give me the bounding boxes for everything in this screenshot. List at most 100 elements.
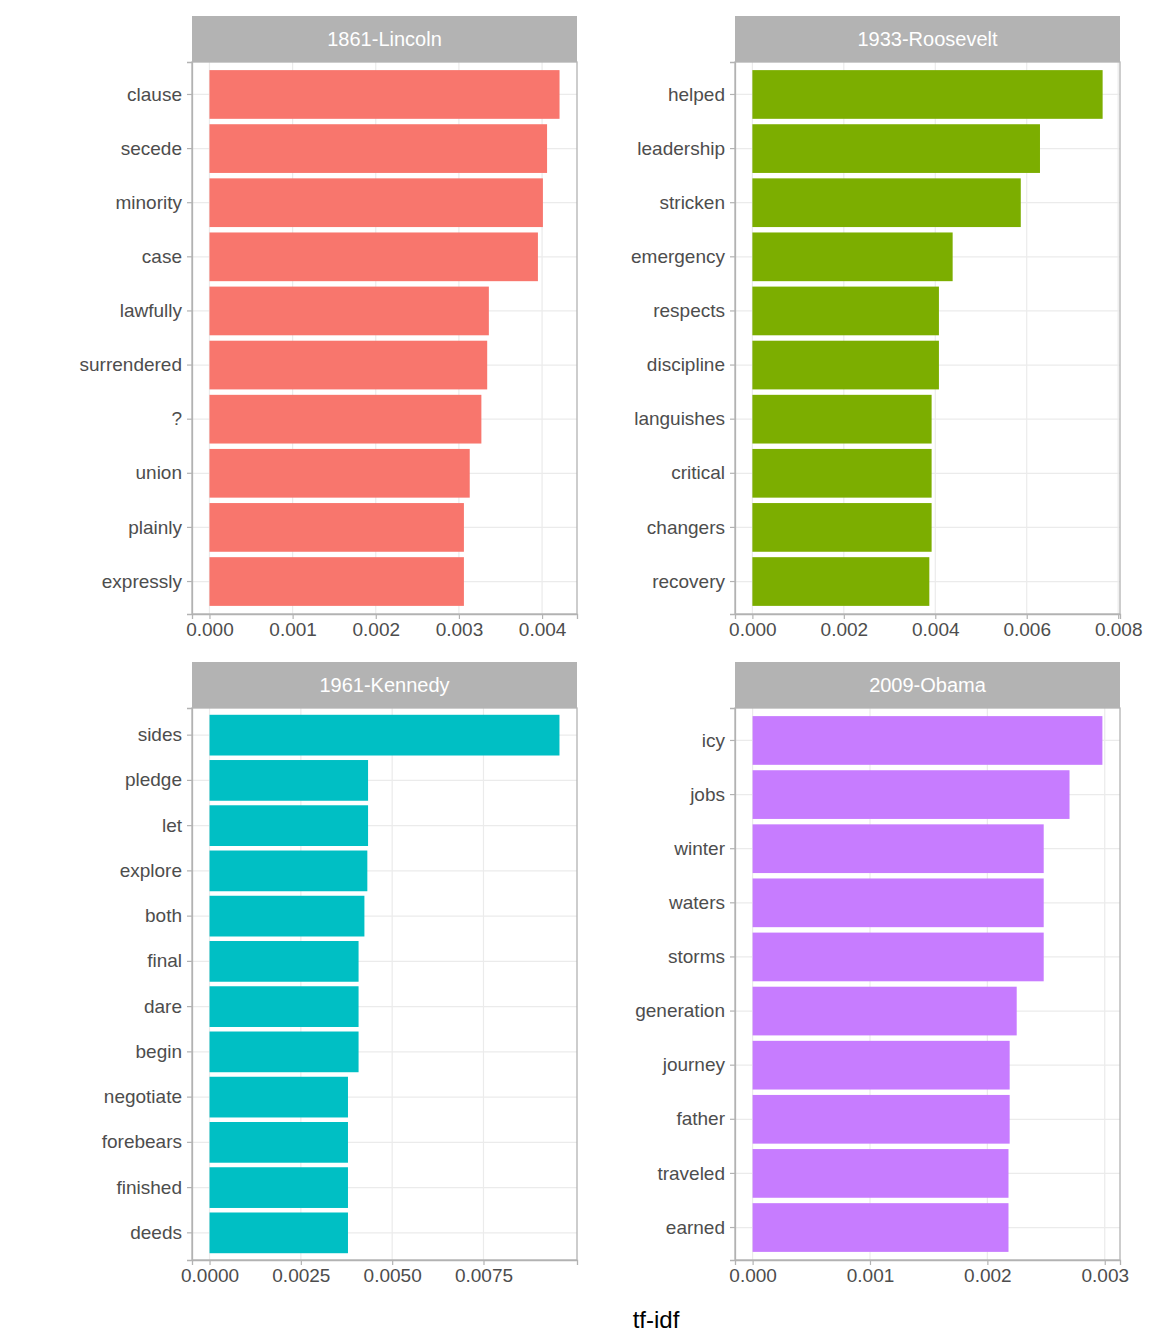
tick-mark [392, 1260, 393, 1265]
bar [753, 770, 1070, 819]
panel-background [192, 708, 577, 1260]
tick: father [676, 1108, 735, 1129]
tick: clause [127, 84, 192, 105]
tick-label: finished [117, 1177, 183, 1198]
panel-background [735, 62, 1120, 614]
tick-label: dare [144, 996, 182, 1017]
tick: 0.006 [1003, 614, 1051, 640]
bars [210, 715, 560, 1253]
tick-mark [730, 256, 735, 257]
tick-label: 0.004 [912, 619, 960, 640]
bar [210, 1122, 348, 1163]
panel-title: 1961-Kennedy [319, 674, 449, 696]
tick-mark [753, 1260, 754, 1265]
tick: surrendered [80, 354, 192, 375]
panel-title: 1861-Lincoln [327, 28, 442, 50]
bar [210, 1032, 359, 1073]
panel-border [735, 708, 1120, 1260]
panel-background [192, 62, 577, 614]
tick-label: 0.0025 [272, 1265, 330, 1286]
bar [209, 178, 542, 227]
tick-label: lawfully [120, 300, 183, 321]
tick-mark [730, 956, 735, 957]
bar [752, 287, 939, 336]
bar [210, 760, 369, 801]
tick-mark [483, 1260, 484, 1265]
tick-label: 0.002 [821, 619, 869, 640]
tick: changers [647, 516, 735, 537]
tick-mark [376, 614, 377, 619]
tick: 0.004 [519, 614, 567, 640]
tick-label: discipline [647, 354, 725, 375]
tick-label: deeds [130, 1222, 182, 1243]
panel-title: 2009-Obama [869, 674, 987, 696]
tick-label: 0.0000 [181, 1265, 239, 1286]
panel-title: 1933-Roosevelt [857, 28, 998, 50]
bar [210, 986, 359, 1027]
tick-label: ? [171, 408, 182, 429]
grid-line [1104, 708, 1105, 1260]
tick-label: surrendered [80, 354, 182, 375]
strip [192, 16, 577, 62]
tick-label: father [676, 1108, 725, 1129]
tick-label: traveled [657, 1162, 725, 1183]
tick-mark [187, 1097, 192, 1098]
tick-label: critical [671, 462, 725, 483]
tick-label: 0.000 [186, 619, 234, 640]
bar [753, 1095, 1010, 1144]
tick-mark [459, 614, 460, 619]
tick-mark [730, 1010, 735, 1011]
y-axis: helpedleadershipstrickenemergencyrespect… [631, 63, 736, 615]
tick-label: 0.000 [729, 619, 777, 640]
tick-mark [730, 473, 735, 474]
tick-label: let [162, 815, 183, 836]
tick: 0.002 [352, 614, 400, 640]
bars [753, 716, 1103, 1252]
tick: leadership [637, 138, 735, 159]
tick-mark [730, 1173, 735, 1174]
tick-label: pledge [125, 769, 182, 790]
tick-label: 0.004 [519, 619, 567, 640]
tick-label: explore [120, 860, 182, 881]
tick-mark [730, 581, 735, 582]
tick: ? [171, 408, 192, 429]
tick-label: begin [136, 1041, 183, 1062]
tick-label: 0.003 [1081, 1265, 1129, 1286]
tick-mark [844, 614, 845, 619]
bar [209, 449, 469, 498]
tick: union [136, 462, 193, 483]
tick-label: minority [115, 192, 182, 213]
tick: 0.002 [821, 614, 869, 640]
tick-label: forebears [102, 1131, 182, 1152]
panel-border [192, 62, 577, 614]
tick: let [162, 815, 192, 836]
tick: 0.0025 [272, 1260, 330, 1286]
tick-label: jobs [689, 784, 725, 805]
tick: sides [138, 724, 192, 745]
tick-label: secede [121, 138, 182, 159]
bar [210, 851, 368, 892]
tick-mark [293, 614, 294, 619]
grid [192, 708, 577, 1260]
grid-line [392, 708, 393, 1260]
bar [753, 878, 1044, 927]
tick-mark [1105, 1260, 1106, 1265]
tick-label: clause [127, 84, 182, 105]
tick-mark [730, 794, 735, 795]
axis-line [736, 1261, 1121, 1266]
x-axis: 0.0000.0020.0040.0060.008 [729, 614, 1142, 640]
tick-label: 0.003 [436, 619, 484, 640]
tick-mark [187, 780, 192, 781]
bar [209, 503, 463, 552]
grid [735, 62, 1120, 614]
tick-mark [187, 419, 192, 420]
tick: finished [117, 1177, 193, 1198]
tick: forebears [102, 1131, 192, 1152]
tick: critical [671, 462, 735, 483]
tick: generation [635, 1000, 735, 1021]
tick-label: both [145, 905, 182, 926]
tick-mark [730, 1065, 735, 1066]
tick-mark [301, 1260, 302, 1265]
tick-label: 0.002 [964, 1265, 1012, 1286]
tick: helped [668, 84, 735, 105]
